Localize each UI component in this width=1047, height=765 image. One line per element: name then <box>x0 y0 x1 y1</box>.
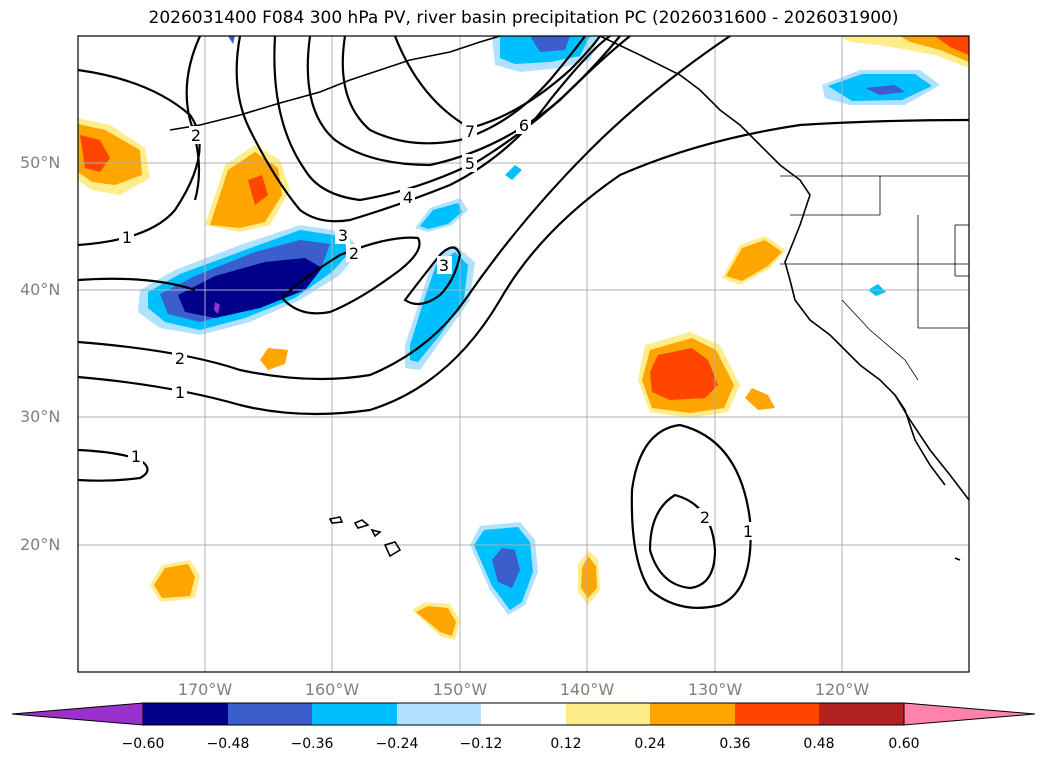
lat-label: 20°N <box>20 535 61 554</box>
coastlines <box>169 35 970 561</box>
colorbar-tick-label: 0.12 <box>550 736 582 752</box>
colorbar-segment <box>228 703 312 725</box>
contour-label: 3 <box>338 226 348 245</box>
contour-label: 2 <box>191 126 201 145</box>
colorbar-tick-label: −0.48 <box>206 736 250 752</box>
colorbar <box>11 702 1036 726</box>
lat-label: 30°N <box>20 407 61 426</box>
lon-label: 170°W <box>177 680 233 699</box>
contour-label: 5 <box>465 154 475 173</box>
lat-label: 50°N <box>20 153 61 172</box>
contour-label: 3 <box>439 256 449 275</box>
colorbar-segment <box>819 703 904 725</box>
colorbar-tick-label: 0.24 <box>634 736 666 752</box>
contour-label: 6 <box>519 116 529 135</box>
colorbar-extend-min <box>11 702 144 726</box>
colorbar-tick-label: −0.12 <box>459 736 503 752</box>
colorbar-segment <box>566 703 650 725</box>
lon-label: 120°W <box>814 680 870 699</box>
colorbar-tick-label: 0.48 <box>803 736 835 752</box>
lon-label: 130°W <box>687 680 743 699</box>
lon-label: 140°W <box>559 680 615 699</box>
colorbar-segment <box>312 703 397 725</box>
lon-label: 150°W <box>432 680 488 699</box>
map-title: 2026031400 F084 300 hPa PV, river basin … <box>148 8 899 28</box>
colorbar-segment <box>735 703 819 725</box>
contour-label: 1 <box>131 447 141 466</box>
colorbar-segment <box>143 703 228 725</box>
colorbar-extend-max <box>903 702 1036 726</box>
lat-label: 40°N <box>20 280 61 299</box>
colorbar-tick-label: 0.60 <box>888 736 920 752</box>
contour-label: 2 <box>175 349 185 368</box>
contour-label: 1 <box>122 228 132 247</box>
contour-label: 1 <box>175 383 185 402</box>
contour-labels: 2 1 4 5 6 7 3 2 3 2 1 1 2 1 <box>119 116 756 541</box>
colorbar-tick-label: −0.24 <box>375 736 419 752</box>
contour-label: 2 <box>700 508 710 527</box>
pv-contours <box>77 35 970 609</box>
contour-label: 4 <box>403 188 413 207</box>
colorbar-tick-label: −0.60 <box>121 736 165 752</box>
contour-label: 1 <box>743 522 753 541</box>
map-frame <box>77 35 970 673</box>
state-borders <box>780 175 969 381</box>
colorbar-tick-label: 0.36 <box>719 736 751 752</box>
contour-label: 7 <box>465 122 475 141</box>
contour-label: 2 <box>349 244 359 263</box>
colorbar-segment <box>481 703 566 725</box>
colorbar-segment <box>397 703 481 725</box>
colorbar-segment <box>650 703 735 725</box>
colorbar-tick-label: −0.36 <box>290 736 334 752</box>
lon-label: 160°W <box>304 680 360 699</box>
